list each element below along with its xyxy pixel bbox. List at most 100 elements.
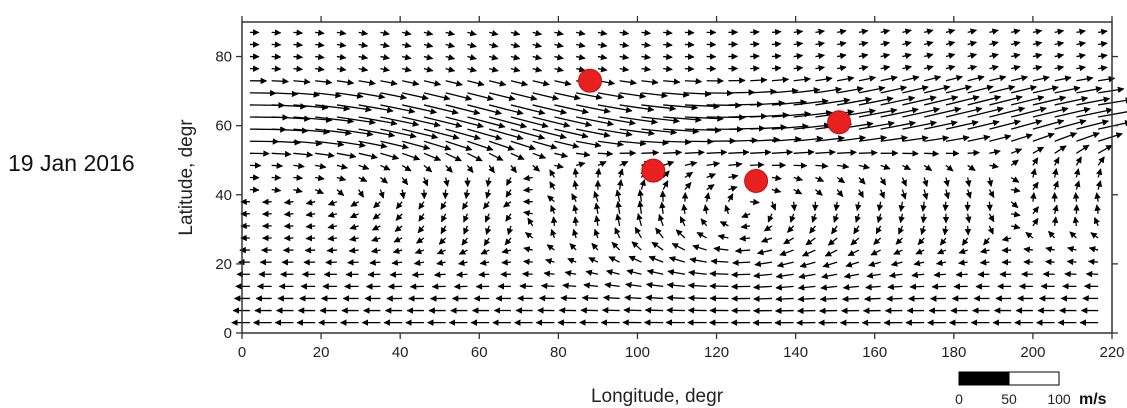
wind-vector: [741, 212, 751, 218]
wind-vector: [572, 204, 579, 214]
wind-vector: [989, 74, 1007, 82]
wind-vector: [1025, 231, 1034, 239]
wind-vector: [771, 40, 782, 48]
wind-vector: [336, 53, 347, 61]
wind-vector: [402, 128, 439, 140]
wind-vector: [732, 259, 751, 266]
wind-vector: [858, 40, 869, 48]
wind-vector: [350, 200, 359, 207]
wind-vector: [315, 29, 325, 36]
wind-vector: [262, 198, 272, 206]
wind-vector: [1076, 131, 1100, 142]
wind-vector: [641, 91, 669, 99]
wind-vector: [880, 40, 891, 47]
x-tick-label: 20: [313, 344, 330, 361]
wind-vector: [935, 259, 947, 266]
wind-vector: [858, 96, 894, 106]
wind-vector: [1011, 95, 1045, 106]
wind-vector: [615, 200, 622, 214]
wind-vector: [945, 94, 980, 106]
wind-vector: [939, 237, 947, 246]
station-marker: [641, 158, 666, 183]
wind-vector: [865, 283, 881, 291]
wind-vector: [1098, 40, 1108, 48]
wind-vector: [666, 294, 685, 302]
wind-vector: [463, 225, 470, 235]
wind-vector: [663, 149, 683, 156]
wind-vector: [402, 104, 438, 115]
wind-vector: [706, 184, 715, 191]
wind-vector: [401, 140, 431, 151]
wind-vector: [771, 110, 812, 118]
wind-vector: [380, 104, 416, 114]
wind-vector: [554, 41, 564, 49]
wind-vector: [602, 294, 620, 302]
y-tick-label: 40: [215, 187, 232, 204]
wind-vector: [1076, 144, 1090, 154]
wind-vector: [445, 116, 484, 129]
wind-vector: [702, 204, 710, 214]
wind-vector: [858, 28, 869, 35]
wind-vector: [913, 259, 925, 267]
wind-vector: [336, 104, 372, 113]
wind-vector: [423, 80, 442, 87]
wind-vector: [423, 42, 434, 49]
wind-vector: [315, 128, 352, 136]
wind-vector: [488, 152, 504, 161]
wind-vector: [445, 152, 462, 162]
wind-vector: [659, 201, 666, 214]
wind-vector: [706, 173, 716, 180]
wind-vector: [510, 152, 525, 160]
wind-vector: [547, 195, 555, 203]
wind-vector: [423, 104, 459, 115]
wind-vector: [965, 177, 972, 187]
wind-vector: [1076, 28, 1086, 36]
wind-vector: [503, 200, 512, 208]
station-marker: [578, 68, 602, 93]
wind-vector: [597, 41, 608, 49]
wind-vector: [402, 29, 412, 37]
wind-vector: [1098, 86, 1125, 94]
wind-vector: [837, 86, 864, 94]
wind-vector: [1010, 106, 1047, 118]
wind-vector: [293, 174, 304, 181]
wind-vector: [336, 163, 348, 170]
wind-vector: [924, 28, 934, 35]
wind-vector: [597, 104, 633, 114]
wind-vector: [880, 107, 919, 118]
wind-vector: [771, 149, 794, 156]
wind-vector: [967, 74, 985, 82]
wind-vector: [880, 28, 891, 35]
wind-vector: [532, 92, 560, 101]
wind-vector: [358, 92, 386, 100]
wind-vector: [713, 245, 729, 253]
wind-vector: [964, 225, 972, 236]
wind-vector: [659, 190, 667, 202]
wind-vector: [663, 104, 699, 111]
wind-vector: [1010, 119, 1043, 130]
wind-vector: [793, 98, 829, 106]
wind-vector: [641, 29, 651, 36]
wind-vector: [815, 28, 825, 36]
wind-vector: [305, 234, 316, 242]
wind-vector: [837, 162, 850, 170]
wind-vector: [445, 104, 481, 116]
wind-vector: [293, 78, 311, 85]
wind-vector: [924, 120, 958, 130]
wind-vector: [793, 28, 804, 36]
wind-vector: [989, 84, 1016, 94]
wind-vector: [776, 261, 794, 268]
wind-vector: [597, 140, 624, 148]
wind-vector: [510, 104, 546, 116]
wind-vector: [868, 260, 881, 268]
wind-vector: [986, 177, 994, 187]
wind-vector: [336, 92, 364, 100]
wind-vector: [305, 199, 316, 206]
wind-vector: [571, 193, 578, 203]
wind-vector: [1053, 156, 1060, 166]
wind-vector: [967, 134, 991, 142]
wind-vector: [1054, 85, 1081, 94]
wind-vector: [380, 164, 391, 171]
wind-vector: [506, 225, 514, 236]
wind-vector: [560, 294, 577, 302]
